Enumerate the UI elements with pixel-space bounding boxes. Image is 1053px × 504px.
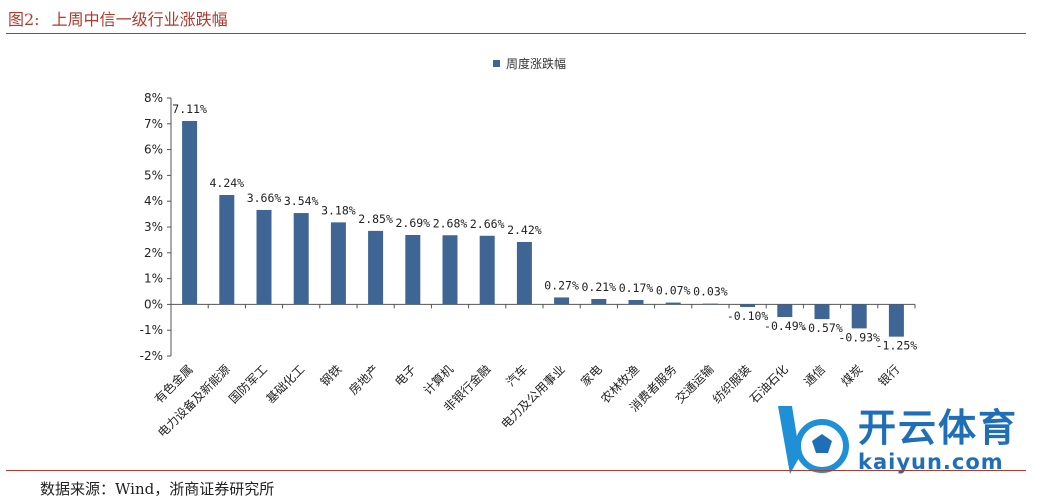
bar xyxy=(368,230,384,305)
bar xyxy=(330,222,346,305)
y-tick-label: 5% xyxy=(144,168,163,182)
bar xyxy=(256,209,272,305)
category-label: 电力及公用事业 xyxy=(498,362,567,431)
data-label: 0.07% xyxy=(656,284,691,298)
category-label: 电子 xyxy=(392,362,419,389)
bottom-divider xyxy=(6,470,1026,471)
y-tick-label: 0% xyxy=(144,297,163,311)
y-tick-label: 2% xyxy=(144,246,163,260)
y-tick-label: 4% xyxy=(144,194,163,208)
y-tick-label: -2% xyxy=(140,349,163,363)
data-label: 2.66% xyxy=(470,217,505,231)
data-label: 0.17% xyxy=(619,281,654,295)
bar xyxy=(479,235,495,305)
data-label: -0.49% xyxy=(764,319,806,333)
bar xyxy=(182,120,198,305)
data-source: 数据来源：Wind，浙商证券研究所 xyxy=(40,480,275,498)
y-tick-label: -1% xyxy=(140,323,163,337)
data-label: -0.93% xyxy=(838,330,880,344)
data-label: 0.03% xyxy=(693,285,728,299)
data-label: 3.66% xyxy=(247,191,282,205)
bar xyxy=(702,303,718,305)
chart-legend: 周度涨跌幅 xyxy=(493,55,566,72)
figure-title: 图2: 上周中信一级行业涨跌幅 xyxy=(8,6,228,30)
category-label: 煤炭 xyxy=(838,362,865,389)
data-label: -0.10% xyxy=(727,309,769,323)
y-tick-label: 8% xyxy=(144,91,163,105)
category-label: 纺织服装 xyxy=(710,362,754,406)
category-label: 交通运输 xyxy=(672,362,717,407)
soccer-ball-k-logo-icon xyxy=(778,406,849,474)
bar xyxy=(628,300,644,305)
figure-label: 图2: xyxy=(8,10,40,29)
data-label: 3.54% xyxy=(284,194,319,208)
y-tick-label: 3% xyxy=(144,220,163,234)
bar xyxy=(293,213,309,305)
bar xyxy=(888,304,904,337)
category-label: 汽车 xyxy=(503,362,531,390)
data-label: 3.18% xyxy=(321,203,356,217)
category-label: 国防军工 xyxy=(226,362,271,407)
data-label: 2.69% xyxy=(395,216,430,230)
top-divider xyxy=(6,33,1026,34)
data-label: 2.85% xyxy=(358,212,393,226)
bar xyxy=(516,241,532,305)
y-tick-label: 1% xyxy=(144,272,163,286)
y-tick-label: 6% xyxy=(144,143,163,157)
data-label: 4.24% xyxy=(209,176,244,190)
bar xyxy=(814,304,830,320)
bar xyxy=(442,235,458,305)
bar xyxy=(405,234,421,305)
bar xyxy=(591,298,607,305)
legend-swatch xyxy=(493,60,500,67)
data-label: -0.57% xyxy=(801,321,843,335)
watermark: 开云体育 kaiyun.com xyxy=(770,400,1018,480)
data-label: 2.42% xyxy=(507,223,542,237)
bar xyxy=(554,297,570,305)
watermark-brand-cn: 开云体育 xyxy=(858,406,1019,450)
category-label: 家电 xyxy=(577,362,605,390)
category-label: 计算机 xyxy=(420,362,456,398)
bar xyxy=(219,195,235,305)
category-label: 基础化工 xyxy=(263,362,307,406)
y-tick-label: 7% xyxy=(144,117,163,131)
legend-label: 周度涨跌幅 xyxy=(506,57,567,71)
bar xyxy=(777,304,793,318)
bar xyxy=(665,302,681,305)
category-label: 钢铁 xyxy=(318,362,345,389)
category-label: 房地产 xyxy=(346,362,382,398)
data-label: 7.11% xyxy=(172,102,207,116)
data-label: 2.68% xyxy=(433,216,468,230)
category-label: 通信 xyxy=(801,362,828,389)
data-label: -1.25% xyxy=(876,339,918,353)
figure-title-text: 上周中信一级行业涨跌幅 xyxy=(51,10,228,29)
data-label: 0.21% xyxy=(581,280,616,294)
category-label: 银行 xyxy=(876,362,903,389)
bar xyxy=(851,304,867,329)
data-label: 0.27% xyxy=(544,278,579,292)
bar xyxy=(740,304,756,307)
